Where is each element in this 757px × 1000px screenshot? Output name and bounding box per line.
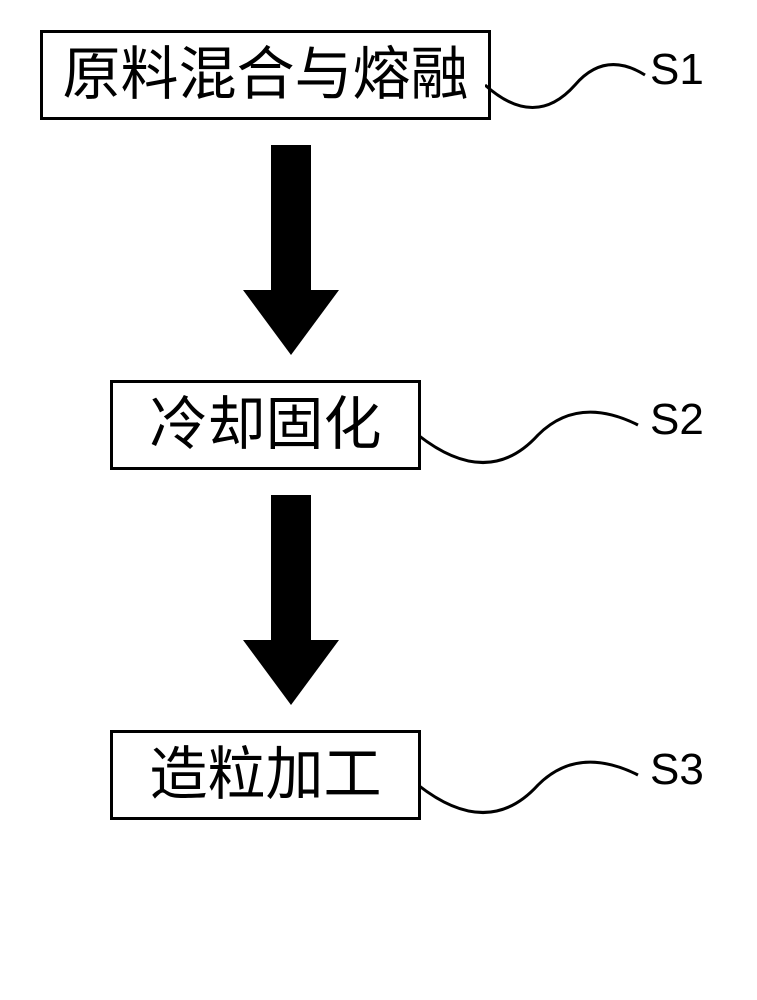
arrow-s1-s2	[243, 145, 339, 355]
flow-box-s3: 造粒加工	[110, 730, 421, 820]
label-s2: S2	[650, 395, 704, 445]
label-s1: S1	[650, 45, 704, 95]
flow-box-s1: 原料混合与熔融	[40, 30, 491, 120]
connector-s3	[418, 750, 648, 830]
flow-box-s1-text: 原料混合与熔融	[62, 42, 468, 107]
flow-box-s2-text: 冷却固化	[149, 392, 381, 457]
flow-box-s3-text: 造粒加工	[149, 742, 381, 807]
label-s3: S3	[650, 745, 704, 795]
arrow-s2-s3	[243, 495, 339, 705]
flow-box-s2: 冷却固化	[110, 380, 421, 470]
connector-s2	[418, 400, 648, 480]
connector-s1	[485, 50, 655, 130]
